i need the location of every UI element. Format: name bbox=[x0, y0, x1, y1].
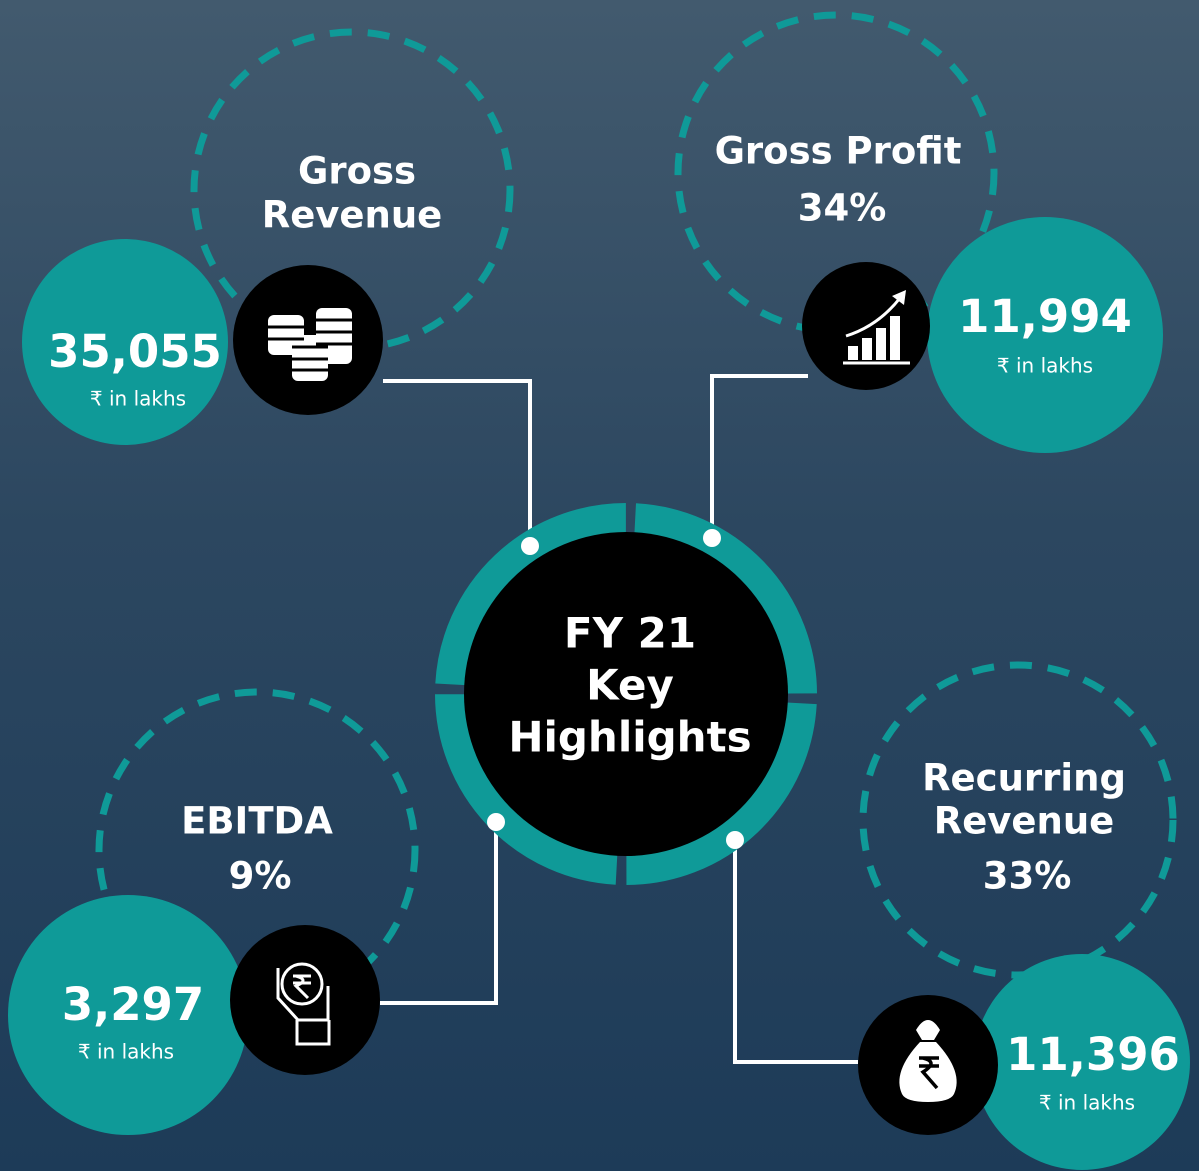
item-title: Recurring bbox=[922, 757, 1126, 800]
item-title: Gross Profit bbox=[715, 130, 962, 173]
item-title: Revenue bbox=[262, 194, 443, 237]
item-value: 11,396 bbox=[1006, 1028, 1180, 1081]
item-unit: ₹ in lakhs bbox=[997, 354, 1093, 378]
connector-dot bbox=[487, 813, 505, 831]
item-value: 35,055 bbox=[48, 325, 222, 378]
infographic: FY 21 Key Highlights Gross Revenue 35,05… bbox=[0, 0, 1199, 1171]
item-unit: ₹ in lakhs bbox=[90, 387, 186, 411]
item-title: Revenue bbox=[934, 800, 1115, 843]
connector-dot bbox=[703, 529, 721, 547]
connector-dot bbox=[521, 537, 539, 555]
center-title: Key bbox=[586, 661, 674, 710]
item-unit: ₹ in lakhs bbox=[1039, 1091, 1135, 1115]
item-title: 34% bbox=[798, 187, 887, 230]
center-title: FY 21 bbox=[564, 609, 696, 658]
center-title: Highlights bbox=[508, 713, 751, 762]
icon-circle bbox=[230, 925, 380, 1075]
item-title: 9% bbox=[229, 855, 292, 898]
item-title: Gross bbox=[298, 150, 416, 193]
connector-dot bbox=[726, 831, 744, 849]
item-value: 11,994 bbox=[958, 290, 1132, 343]
item-title: EBITDA bbox=[181, 800, 333, 843]
item-unit: ₹ in lakhs bbox=[78, 1040, 174, 1064]
item-value: 3,297 bbox=[62, 978, 204, 1031]
item-title: 33% bbox=[983, 855, 1072, 898]
